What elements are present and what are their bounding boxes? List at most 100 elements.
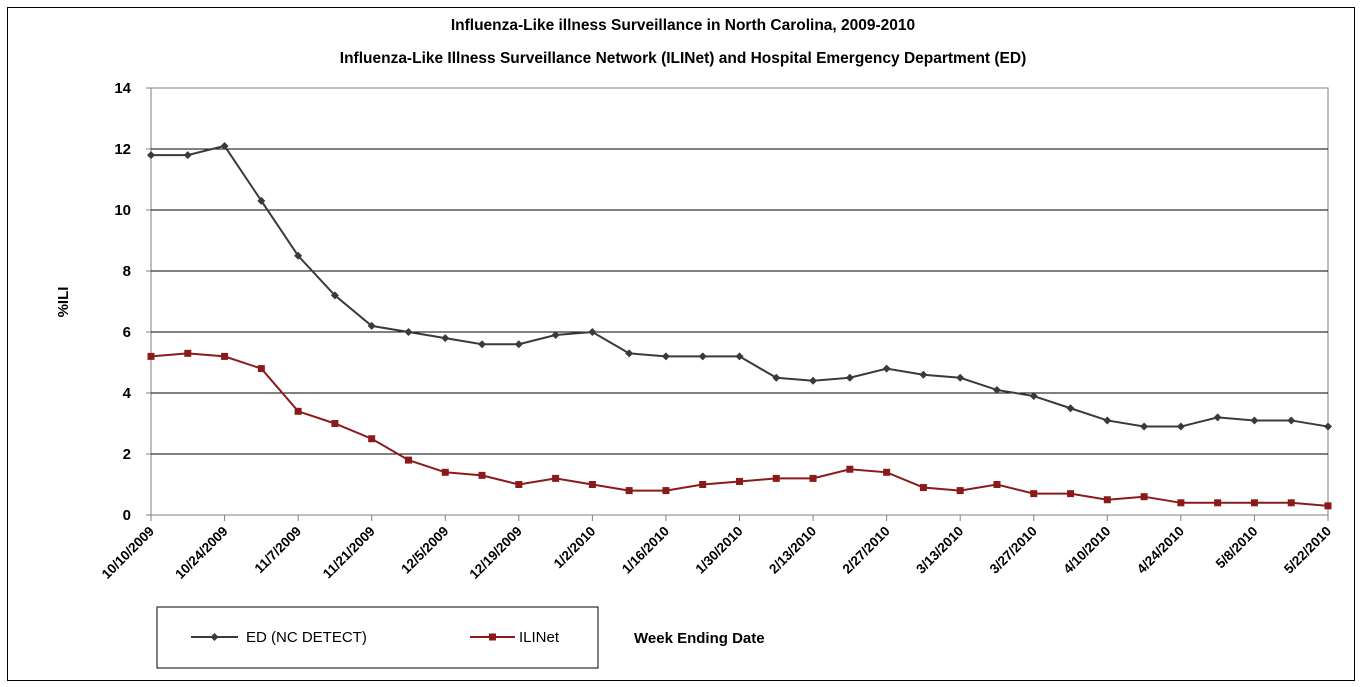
legend-item: ILINet (470, 629, 560, 646)
data-point (883, 468, 891, 476)
data-point (1250, 416, 1259, 425)
series-ilinet (147, 349, 1332, 510)
y-tick-label: 14 (114, 80, 131, 97)
series-group (147, 141, 1332, 510)
data-point (514, 340, 523, 349)
y-tick-label: 6 (123, 324, 131, 341)
data-point (809, 474, 817, 482)
x-tick-label: 1/2/2010 (551, 524, 599, 572)
x-tick-label: 12/5/2009 (398, 524, 451, 577)
data-point (845, 373, 854, 382)
x-tick-label: 12/19/2009 (467, 524, 525, 582)
data-point (1287, 416, 1296, 425)
x-tick-label: 10/10/2009 (99, 524, 157, 582)
x-tick-label: 11/7/2009 (252, 524, 305, 577)
data-point (1103, 496, 1111, 504)
y-axis: 0 2 4 6 8 10 12 14 (114, 80, 151, 524)
y-tick-label: 0 (123, 507, 131, 524)
x-axis: 10/10/2009 10/24/2009 11/7/2009 11/21/2009 1… (99, 515, 1334, 582)
legend-label: ED (NC DETECT) (246, 629, 367, 646)
gridlines (151, 148, 1328, 455)
data-point (919, 370, 928, 379)
data-point (294, 407, 302, 415)
y-tick-label: 10 (114, 202, 131, 219)
data-point (147, 151, 155, 160)
data-point (478, 471, 486, 479)
x-tick-label: 2/27/2010 (840, 524, 893, 577)
data-point (184, 349, 192, 357)
data-point (772, 474, 780, 482)
legend-swatch-marker (210, 633, 219, 641)
data-point (588, 328, 597, 336)
data-point (367, 321, 376, 330)
data-point (1066, 404, 1075, 413)
data-point (1324, 502, 1332, 510)
data-point (1214, 499, 1222, 507)
y-tick-label: 8 (123, 263, 131, 280)
y-axis-label: %ILI (55, 287, 72, 318)
legend: ED (NC DETECT) ILINet (191, 629, 560, 646)
data-point (1067, 490, 1075, 498)
data-point (1140, 422, 1149, 431)
x-tick-label: 3/13/2010 (913, 524, 966, 577)
data-point (993, 481, 1001, 488)
x-tick-label: 5/22/2010 (1281, 524, 1334, 577)
data-point (551, 331, 560, 340)
data-point (294, 251, 303, 260)
data-point (1287, 499, 1295, 507)
data-point (662, 487, 670, 495)
data-point (1177, 499, 1185, 507)
data-point (220, 141, 229, 150)
legend-label: ILINet (519, 629, 560, 646)
plot-area (150, 87, 1329, 516)
data-point (331, 420, 339, 427)
data-point (147, 352, 155, 360)
y-tick-label: 2 (123, 446, 131, 463)
data-point (257, 365, 265, 373)
chart-title: Influenza-Like illness Surveillance in N… (451, 17, 915, 34)
data-point (404, 456, 412, 464)
data-point (956, 373, 965, 382)
data-point (221, 352, 229, 360)
data-point (1176, 422, 1185, 431)
data-point (625, 487, 633, 495)
data-point (404, 328, 413, 336)
series-ed (147, 141, 1332, 431)
data-point (1140, 493, 1148, 501)
data-point (1324, 422, 1332, 431)
data-point (846, 465, 854, 473)
legend-item: ED (NC DETECT) (191, 629, 367, 646)
data-point (1103, 416, 1112, 425)
data-point (1250, 499, 1258, 507)
data-point (368, 435, 376, 443)
x-tick-label: 4/24/2010 (1134, 524, 1187, 577)
data-point (882, 364, 891, 373)
data-point (735, 352, 744, 361)
data-point (1030, 490, 1038, 498)
data-point (772, 373, 781, 382)
data-point (919, 484, 927, 492)
data-point (809, 376, 818, 385)
data-point (992, 385, 1001, 394)
data-point (661, 352, 670, 361)
x-tick-label: 1/30/2010 (693, 524, 746, 577)
legend-swatch-marker (489, 633, 496, 641)
data-point (478, 340, 487, 349)
y-tick-label: 4 (123, 385, 132, 402)
data-point (956, 487, 964, 495)
data-point (330, 291, 339, 300)
data-point (441, 334, 450, 343)
x-axis-label: Week Ending Date (634, 630, 765, 647)
x-tick-label: 4/10/2010 (1060, 524, 1113, 577)
data-point (625, 349, 634, 358)
data-point (698, 352, 707, 361)
data-point (588, 481, 596, 488)
data-point (183, 151, 192, 160)
data-point (1213, 413, 1222, 422)
data-point (736, 477, 743, 485)
data-point (441, 468, 449, 476)
data-point (1029, 392, 1038, 401)
x-tick-label: 5/8/2010 (1213, 524, 1261, 572)
x-tick-label: 2/13/2010 (766, 524, 819, 577)
